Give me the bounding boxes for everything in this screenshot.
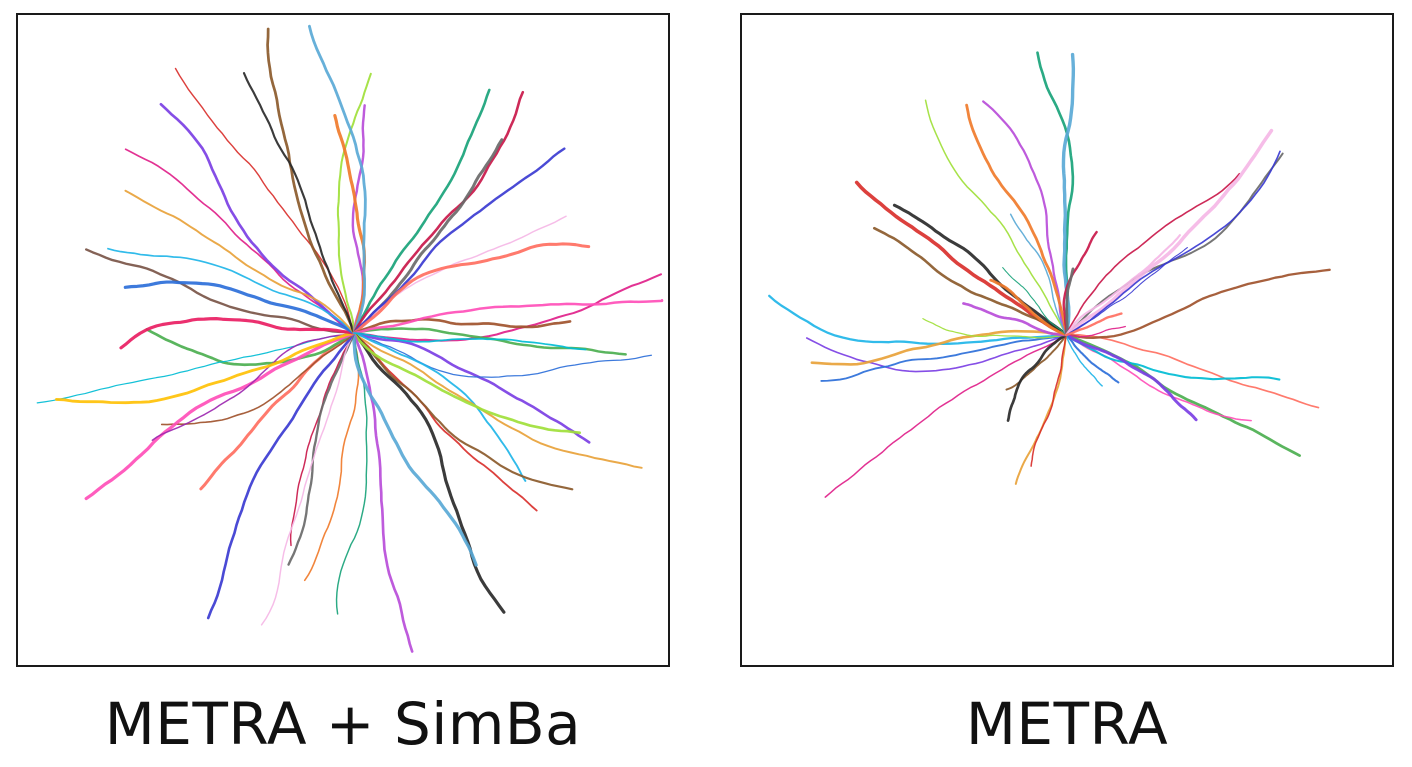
metra-up-trajectory-9	[924, 99, 1067, 336]
metra-simba-trajectory-20	[145, 328, 356, 367]
metra-simba-trajectory-26	[119, 317, 356, 350]
metra-simba-trajectory-11	[303, 332, 360, 582]
metra-up-trajectory-5	[810, 329, 1068, 366]
metra-simba-trajectory-25	[84, 248, 356, 335]
metra-simba-trajectory-31	[124, 189, 355, 335]
metra-short-trajectory-5	[1014, 334, 1068, 485]
metra-up-trajectory-2	[805, 334, 1067, 373]
metra-short-trajectory-8	[1006, 333, 1068, 422]
metra-simba-trajectory-35	[336, 72, 372, 335]
metra-up-trajectory-10	[982, 100, 1068, 337]
metra-up-trajectory-3	[820, 334, 1067, 382]
metra-simba-trajectory-15	[287, 331, 356, 566]
metra-simba-trajectory-43	[352, 147, 566, 335]
metra-short-trajectory-10	[962, 302, 1068, 337]
metra-simba-trajectory-17	[206, 331, 356, 620]
metra-up-trajectory-8	[892, 203, 1068, 337]
metra-up-trajectory-6	[854, 180, 1068, 337]
metra-simba-trajectory-1	[352, 273, 662, 342]
metra-simba-trajectory-4	[352, 332, 527, 482]
metra-short-trajectory-17	[1065, 247, 1188, 336]
metra-simba-trajectory-22	[36, 332, 355, 404]
metra-simba-trajectory-40	[352, 90, 525, 335]
metra-simba-trajectory-23	[151, 332, 355, 442]
trajectory-plot-metra	[768, 51, 1331, 498]
metra-simba-trajectory-6	[353, 332, 538, 512]
metra-up-trajectory-18	[1065, 333, 1320, 409]
metra-up-trajectory-20	[1064, 333, 1301, 457]
metra-simba-trajectory-7	[352, 331, 574, 491]
metra-simba-trajectory-34	[242, 72, 356, 335]
metra-simba-trajectory-24	[55, 331, 356, 405]
metra-simba-trajectory-30	[107, 247, 355, 334]
metra-simba-trajectory-29	[123, 280, 356, 335]
metra-simba-trajectory-9	[352, 331, 582, 435]
metra-short-trajectory-4	[1065, 334, 1103, 387]
metra-simba-trajectory-10	[352, 331, 414, 653]
metra-simba-trajectory-21	[84, 331, 356, 501]
metra-simba-trajectory-42	[353, 215, 567, 334]
metra-short-trajectory-12	[1002, 267, 1067, 336]
metra-up-trajectory-4	[768, 294, 1068, 346]
metra-simba-trajectory-27	[124, 148, 355, 334]
metra-simba-trajectory-5	[352, 332, 643, 469]
metra-up-trajectory-11	[965, 103, 1068, 337]
metra-short-trajectory-9	[922, 318, 1067, 339]
metra-simba-trajectory-13	[352, 331, 478, 567]
metra-up-trajectory-15	[1065, 152, 1284, 337]
metra-up-trajectory-19	[1064, 268, 1331, 339]
metra-simba-trajectory-14	[289, 332, 355, 547]
metra-simba-trajectory-18	[199, 331, 356, 491]
metra-simba-trajectory-8	[352, 331, 506, 614]
metra-up-trajectory-16	[1064, 128, 1274, 337]
metra-short-trajectory-13	[1009, 213, 1067, 336]
metra-up-trajectory-22	[1064, 333, 1281, 381]
metra-short-trajectory-6	[1030, 334, 1067, 467]
trajectory-plot-metra-simba	[36, 24, 664, 653]
metra-simba-trajectory-38	[352, 88, 491, 335]
metra-simba-trajectory-47	[352, 298, 664, 335]
metra-short-trajectory-11	[989, 278, 1068, 337]
caption-metra-simba: METRA + SimBa	[104, 690, 582, 758]
trajectory-panel-metra-simba	[16, 13, 670, 667]
metra-simba-trajectory-19	[160, 332, 355, 426]
metra-simba-trajectory-33	[266, 27, 356, 335]
metra-simba-trajectory-44	[352, 242, 591, 335]
metra-short-trajectory-15	[1064, 267, 1075, 337]
trajectory-panel-metra	[740, 13, 1394, 667]
metra-up-trajectory-17	[1065, 150, 1281, 336]
metra-simba-trajectory-16	[260, 332, 355, 626]
metra-simba-trajectory-39	[307, 24, 367, 335]
caption-metra: METRA	[965, 690, 1169, 758]
metra-up-trajectory-1	[824, 334, 1067, 498]
metra-simba-trajectory-48	[353, 332, 587, 351]
metra-up-trajectory-7	[872, 226, 1068, 337]
metra-short-trajectory-3	[1064, 333, 1120, 384]
metra-simba-trajectory-45	[352, 317, 572, 335]
metra-short-trajectory-2	[1064, 333, 1198, 422]
metra-simba-trajectory-2	[352, 331, 591, 444]
metra-simba-trajectory-32	[174, 67, 355, 334]
metra-short-trajectory-18	[1064, 312, 1123, 337]
metra-up-trajectory-14	[1065, 172, 1241, 336]
metra-short-trajectory-1	[1065, 325, 1126, 338]
metra-simba-trajectory-3	[353, 332, 653, 378]
metra-short-trajectory-16	[1064, 234, 1181, 337]
